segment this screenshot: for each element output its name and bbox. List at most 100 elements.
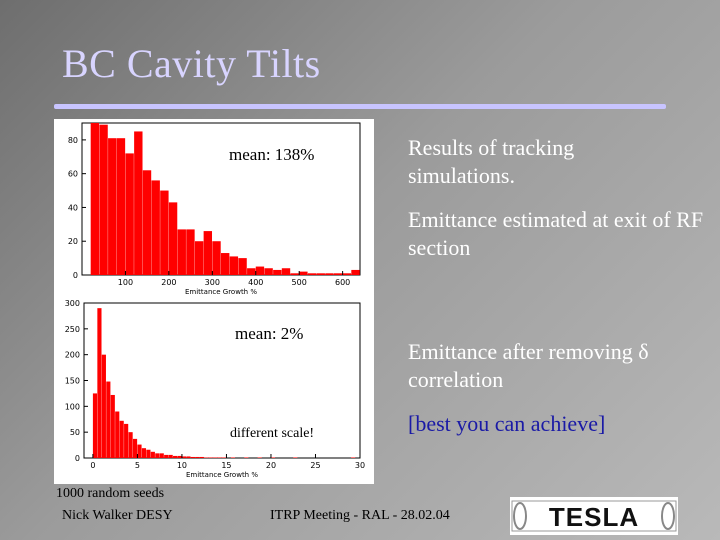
top-mean-label: mean: 138% bbox=[229, 145, 315, 164]
title-underline bbox=[54, 104, 666, 109]
histogram-bar bbox=[247, 268, 256, 275]
histogram-bar bbox=[281, 268, 291, 275]
histogram-bar bbox=[164, 454, 169, 458]
histogram-bar bbox=[221, 253, 230, 275]
histogram-bar bbox=[108, 138, 117, 275]
histogram-bar bbox=[213, 457, 218, 458]
histogram-bar bbox=[270, 457, 276, 458]
y-tick-label: 100 bbox=[65, 402, 80, 411]
bottom-mean-label: mean: 2% bbox=[235, 324, 304, 343]
x-tick-label: 15 bbox=[221, 461, 231, 470]
y-tick-label: 50 bbox=[70, 428, 80, 437]
histogram-bar bbox=[101, 354, 106, 458]
x-tick-label: 300 bbox=[205, 278, 220, 287]
histogram-bar bbox=[342, 273, 352, 275]
histogram-bar bbox=[203, 231, 213, 275]
y-tick-label: 200 bbox=[65, 351, 80, 360]
histogram-bar bbox=[146, 449, 151, 458]
x-tick-label: 5 bbox=[135, 461, 140, 470]
histogram-bar bbox=[151, 180, 160, 275]
author-text: Nick Walker DESY bbox=[62, 508, 173, 523]
meeting-text: ITRP Meeting - RAL - 28.02.04 bbox=[270, 508, 450, 523]
top-histogram: 0 20 40 60 80 100 200 300 400 500 600 Emittance Gro… bbox=[54, 119, 374, 299]
histogram-bar bbox=[190, 456, 195, 458]
y-tick-label: 80 bbox=[68, 136, 78, 145]
histogram-bar bbox=[307, 273, 317, 275]
histogram-bar bbox=[204, 457, 209, 458]
histogram-bar bbox=[195, 456, 200, 458]
x-tick-label: 0 bbox=[90, 461, 95, 470]
histogram-bar bbox=[110, 394, 115, 458]
emittance-text: Emittance estimated at exit of RF sectio… bbox=[408, 207, 704, 260]
histogram-bar bbox=[106, 381, 111, 458]
histogram-bar bbox=[229, 256, 239, 275]
scale-note: different scale! bbox=[230, 426, 315, 441]
histogram-bar bbox=[186, 229, 195, 275]
histogram-bar bbox=[97, 308, 102, 458]
tesla-logo-svg: TESLA bbox=[511, 500, 677, 532]
y-tick-label: 300 bbox=[65, 299, 80, 308]
histogram-bar bbox=[255, 266, 265, 275]
x-axis-label: Emittance Growth % bbox=[186, 471, 258, 479]
histogram-bar bbox=[273, 269, 282, 275]
histogram-bar bbox=[134, 131, 143, 275]
best-text: [best you can achieve] bbox=[408, 411, 606, 436]
logo-wordmark: TESLA bbox=[549, 502, 639, 532]
x-tick-label: 30 bbox=[355, 461, 365, 470]
y-tick-label: 250 bbox=[65, 325, 80, 334]
histogram-bar bbox=[186, 456, 191, 458]
histogram-bar bbox=[299, 271, 308, 275]
x-tick-label: 10 bbox=[177, 461, 187, 470]
histogram-bar bbox=[142, 170, 152, 275]
x-tick-label: 200 bbox=[161, 278, 176, 287]
histogram-bar bbox=[181, 456, 187, 458]
results-text: Results of tracking simulations. bbox=[408, 135, 575, 188]
tesla-logo: TESLA bbox=[510, 497, 678, 535]
histogram-bar bbox=[217, 457, 222, 458]
histogram-bar bbox=[316, 273, 325, 275]
histogram-bar bbox=[325, 273, 334, 275]
histogram-bar bbox=[99, 124, 108, 275]
histogram-bar bbox=[124, 423, 129, 458]
y-tick-label: 20 bbox=[68, 237, 78, 246]
x-tick-label: 25 bbox=[310, 461, 320, 470]
y-tick-label: 60 bbox=[68, 170, 78, 179]
histogram-bar bbox=[160, 190, 169, 275]
histogram-bar bbox=[141, 448, 147, 458]
histogram-bar bbox=[159, 453, 164, 458]
histogram-bar bbox=[132, 438, 138, 458]
x-tick-label: 20 bbox=[266, 461, 276, 470]
histogram-bar bbox=[155, 453, 160, 458]
seeds-text: 1000 random seeds bbox=[56, 486, 165, 501]
y-tick-label: 150 bbox=[65, 377, 80, 386]
histogram-bar bbox=[168, 202, 178, 275]
histogram-bar bbox=[333, 273, 343, 275]
histogram-bar bbox=[194, 241, 204, 275]
x-tick-label: 400 bbox=[248, 278, 263, 287]
histogram-bar bbox=[177, 229, 186, 275]
histogram-bar bbox=[351, 457, 356, 458]
histogram-bar bbox=[119, 420, 124, 458]
histogram-bar bbox=[290, 273, 299, 275]
histogram-bar bbox=[90, 123, 100, 275]
histogram-bar bbox=[137, 444, 142, 458]
x-tick-label: 600 bbox=[335, 278, 350, 287]
histogram-bar bbox=[199, 456, 204, 458]
x-axis-label: Emittance Growth % bbox=[185, 288, 257, 296]
histogram-bar bbox=[264, 268, 273, 275]
y-tick-label: 0 bbox=[75, 454, 80, 463]
histogram-bar bbox=[244, 457, 249, 458]
bottom-histogram-svg: 0 50 100 150 200 250 300 0 5 10 15 20 25 30 Emittance … bbox=[65, 299, 365, 479]
histogram-bar bbox=[293, 457, 298, 458]
x-tick-label: 100 bbox=[118, 278, 133, 287]
bottom-histogram: 0 50 100 150 200 250 300 0 5 10 15 20 25 30 Emittance … bbox=[54, 298, 374, 484]
y-tick-label: 0 bbox=[73, 271, 78, 280]
removing-text: Emittance after removing δ correlation bbox=[408, 339, 649, 392]
histogram-bar bbox=[208, 457, 213, 458]
histogram-bar bbox=[177, 455, 182, 458]
histogram-bar bbox=[128, 432, 133, 458]
histogram-bar bbox=[168, 454, 173, 458]
histogram-bar bbox=[238, 258, 247, 275]
histogram-bar bbox=[115, 411, 120, 458]
histogram-bar bbox=[173, 455, 178, 458]
